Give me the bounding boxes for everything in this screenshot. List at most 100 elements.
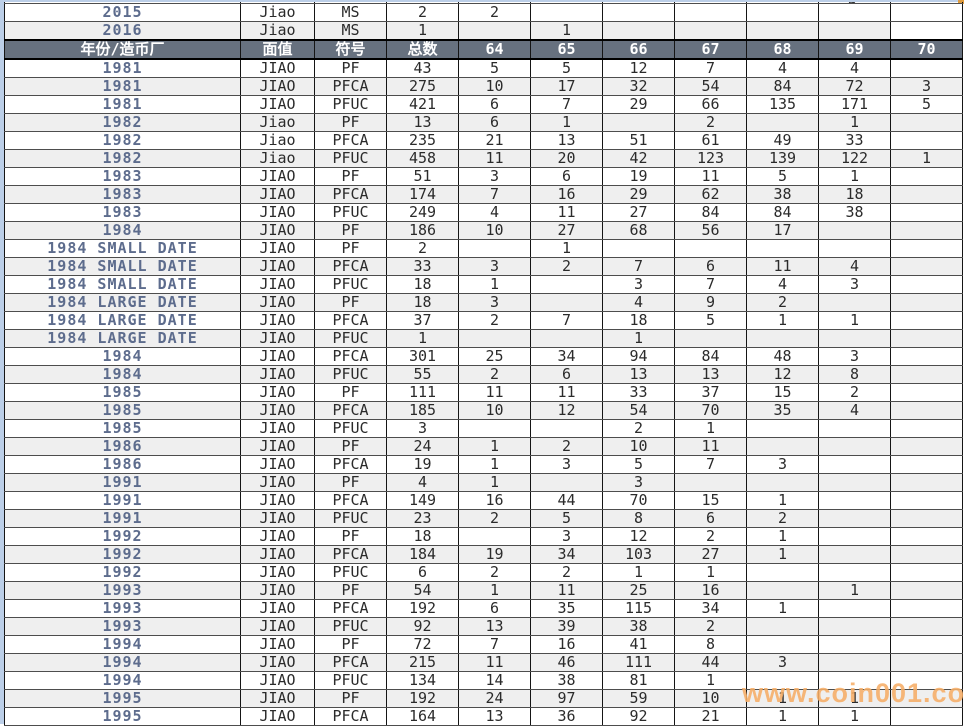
grade-65-cell: 36 [530,707,603,726]
year-mint-cell[interactable]: 1984 LARGE DATE [4,293,241,312]
year-mint-cell[interactable]: 1983 [4,185,241,204]
grade-68-cell [746,419,819,438]
year-mint-cell[interactable]: 1981 [4,58,241,78]
grade-65-cell: 1 [530,239,603,258]
grade-64-cell: 6 [458,95,531,114]
grade-65-cell [530,419,603,438]
denomination-cell: JIAO [240,95,315,114]
year-mint-cell[interactable]: 1994 [4,653,241,672]
year-mint-cell[interactable]: 1982 [4,149,241,168]
grade-66-cell: 29 [602,185,675,204]
total-cell: 458 [386,149,459,168]
table-row: 1984 SMALL DATE JIAO PF 2 1 [4,239,963,258]
year-mint-cell[interactable]: 1991 [4,473,241,492]
total-cell: 149 [386,491,459,510]
total-cell: 51 [386,167,459,186]
grade-70-cell [890,383,963,402]
year-mint-cell[interactable]: 1984 [4,221,241,240]
grade-70-cell [890,509,963,528]
denomination-cell: JIAO [240,347,315,366]
year-mint-cell[interactable]: 1992 [4,545,241,564]
year-mint-cell[interactable]: 1983 [4,203,241,222]
year-mint-cell[interactable]: 1982 [4,131,241,150]
grade-69-cell [818,329,891,348]
year-mint-cell[interactable]: 1986 [4,437,241,456]
denomination-cell: JIAO [240,635,315,654]
year-mint-cell[interactable]: 1984 SMALL DATE [4,257,241,276]
year-mint-cell[interactable]: 2015 [4,3,241,22]
year-mint-cell[interactable]: 1985 [4,401,241,420]
year-mint-cell[interactable]: 1991 [4,509,241,528]
denomination-cell: JIAO [240,239,315,258]
year-mint-cell[interactable]: 1991 [4,491,241,510]
year-mint-cell[interactable]: 1984 LARGE DATE [4,311,241,330]
grade-67-cell: 84 [674,347,747,366]
year-mint-cell[interactable]: 1981 [4,95,241,114]
denomination-cell: JIAO [240,545,315,564]
total-cell: 186 [386,221,459,240]
grade-67-cell: 54 [674,77,747,96]
grade-68-cell: 84 [746,77,819,96]
year-mint-cell[interactable]: 1994 [4,671,241,690]
year-mint-cell[interactable]: 1986 [4,455,241,474]
grade-69-cell: 1 [818,113,891,132]
grade-69-cell: 3 [818,275,891,294]
year-mint-cell[interactable]: 1994 [4,635,241,654]
year-mint-cell[interactable]: 1981 [4,77,241,96]
grade-70-cell [890,437,963,456]
symbol-cell: PFUC [314,617,387,636]
year-mint-cell[interactable]: 2016 [4,21,241,41]
year-mint-cell[interactable]: 1992 [4,527,241,546]
year-mint-cell[interactable]: 1995 [4,707,241,726]
year-mint-cell[interactable]: 1993 [4,581,241,600]
grade-66-cell: 41 [602,635,675,654]
grade-69-cell [818,419,891,438]
symbol-cell: PF [314,167,387,186]
year-mint-cell[interactable]: 1993 [4,599,241,618]
denomination-cell: JIAO [240,329,315,348]
grade-68-cell [746,671,819,690]
grade-65-cell: 5 [530,58,603,78]
year-mint-cell[interactable]: 1984 SMALL DATE [4,239,241,258]
grade-68-cell: 1 [746,311,819,330]
grade-70-cell [890,203,963,222]
year-mint-cell[interactable]: 1993 [4,617,241,636]
grade-64-cell: 2 [458,563,531,582]
year-mint-cell[interactable]: 1984 [4,365,241,384]
grade-66-cell: 19 [602,167,675,186]
grade-69-cell [818,563,891,582]
symbol-cell: PFCA [314,455,387,474]
table-row: 2015 Jiao MS 2 2 [4,3,963,22]
denomination-cell: JIAO [240,671,315,690]
header-grade-70: 70 [890,39,963,60]
grade-67-cell: 11 [674,167,747,186]
grade-65-cell [530,275,603,294]
denomination-cell: JIAO [240,509,315,528]
year-mint-cell[interactable]: 1984 SMALL DATE [4,275,241,294]
grade-70-cell [890,401,963,420]
grade-69-cell [818,221,891,240]
grade-68-cell: 17 [746,221,819,240]
denomination-cell: Jiao [240,131,315,150]
grade-69-cell [818,617,891,636]
grade-67-cell: 37 [674,383,747,402]
grade-66-cell: 12 [602,527,675,546]
grade-68-cell: 84 [746,203,819,222]
year-mint-cell[interactable]: 1984 [4,347,241,366]
table-row: 1994 JIAO PFUC 134 14 38 81 1 [4,671,963,690]
grade-69-cell: 1 [818,581,891,600]
total-cell: 33 [386,257,459,276]
year-mint-cell[interactable]: 1985 [4,419,241,438]
total-cell: 4 [386,473,459,492]
year-mint-cell[interactable]: 1995 [4,689,241,708]
grade-70-cell [890,293,963,312]
grade-64-cell: 19 [458,545,531,564]
year-mint-cell[interactable]: 1982 [4,113,241,132]
year-mint-cell[interactable]: 1985 [4,383,241,402]
grade-69-cell: 2 [818,383,891,402]
year-mint-cell[interactable]: 1992 [4,563,241,582]
year-mint-cell[interactable]: 1984 LARGE DATE [4,329,241,348]
year-mint-cell[interactable]: 1983 [4,167,241,186]
grade-64-cell: 2 [458,311,531,330]
grade-68-cell [746,581,819,600]
